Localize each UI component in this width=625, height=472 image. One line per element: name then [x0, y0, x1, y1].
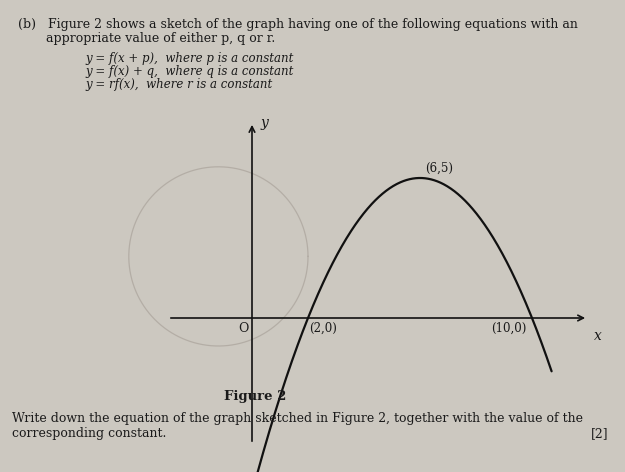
Text: y = rf(x),  where r is a constant: y = rf(x), where r is a constant: [85, 78, 272, 91]
Text: (2,0): (2,0): [309, 322, 338, 335]
Text: Write down the equation of the graph sketched in Figure 2, together with the val: Write down the equation of the graph ske…: [12, 412, 583, 425]
Text: y: y: [261, 117, 268, 130]
Text: Figure 2: Figure 2: [224, 390, 286, 403]
Text: y = f(x) + q,  where q is a constant: y = f(x) + q, where q is a constant: [85, 65, 293, 78]
Text: (6,5): (6,5): [426, 162, 454, 175]
Text: x: x: [594, 329, 601, 343]
Text: (10,0): (10,0): [491, 322, 526, 335]
Text: corresponding constant.: corresponding constant.: [12, 427, 166, 440]
Text: O: O: [238, 322, 248, 335]
Text: (b)   Figure 2 shows a sketch of the graph having one of the following equations: (b) Figure 2 shows a sketch of the graph…: [18, 18, 578, 31]
Text: [2]: [2]: [591, 427, 608, 440]
Text: y = f(x + p),  where p is a constant: y = f(x + p), where p is a constant: [85, 52, 293, 65]
Text: appropriate value of either p, q or r.: appropriate value of either p, q or r.: [18, 32, 275, 45]
